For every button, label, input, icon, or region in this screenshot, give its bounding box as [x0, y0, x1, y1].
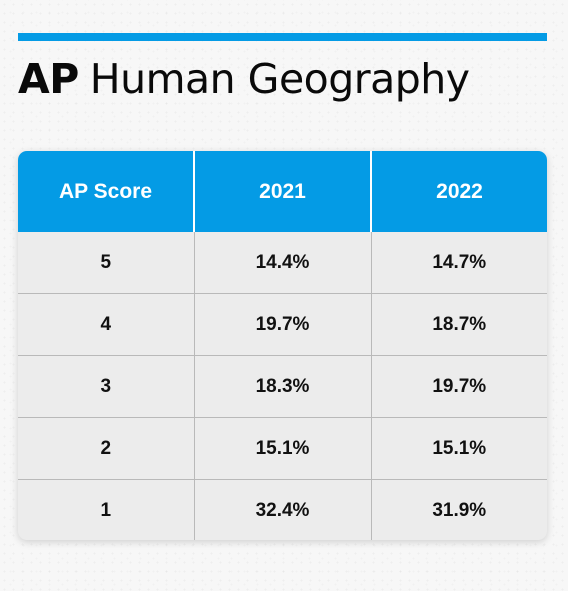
- percent-2021-cell: 19.7%: [193, 293, 371, 356]
- percent-2022-cell: 15.1%: [370, 417, 547, 480]
- percent-2022-cell: 31.9%: [370, 479, 547, 540]
- percent-2021-cell: 15.1%: [193, 417, 371, 480]
- header-2022: 2022: [370, 151, 547, 232]
- percent-2021-cell: 18.3%: [193, 355, 371, 418]
- score-table: AP Score 2021 2022 5 14.4% 14.7% 4 19.7%…: [18, 151, 547, 540]
- percent-2021-cell: 32.4%: [193, 479, 371, 540]
- table-header-row: AP Score 2021 2022: [18, 151, 547, 232]
- percent-2022-cell: 14.7%: [370, 232, 547, 294]
- table-row: 4 19.7% 18.7%: [18, 293, 547, 356]
- title-prefix: AP: [18, 55, 79, 103]
- percent-2021-cell: 14.4%: [193, 232, 371, 294]
- table-row: 1 32.4% 31.9%: [18, 479, 547, 540]
- title-accent-bar: [18, 33, 547, 41]
- score-table-card: AP Score 2021 2022 5 14.4% 14.7% 4 19.7%…: [18, 151, 547, 540]
- percent-2022-cell: 19.7%: [370, 355, 547, 418]
- header-2021: 2021: [193, 151, 371, 232]
- table-row: 3 18.3% 19.7%: [18, 355, 547, 418]
- score-cell: 3: [18, 355, 194, 418]
- score-cell: 4: [18, 293, 194, 356]
- table-row: 5 14.4% 14.7%: [18, 232, 547, 294]
- header-ap-score: AP Score: [18, 151, 194, 232]
- score-cell: 5: [100, 251, 112, 273]
- score-cell: 2: [18, 417, 194, 480]
- title-subject: Human Geography: [89, 55, 470, 103]
- table-row: 2 15.1% 15.1%: [18, 417, 547, 480]
- percent-2022-cell: 18.7%: [370, 293, 547, 356]
- page-title: AP Human Geography: [18, 52, 470, 106]
- score-cell: 1: [18, 479, 194, 540]
